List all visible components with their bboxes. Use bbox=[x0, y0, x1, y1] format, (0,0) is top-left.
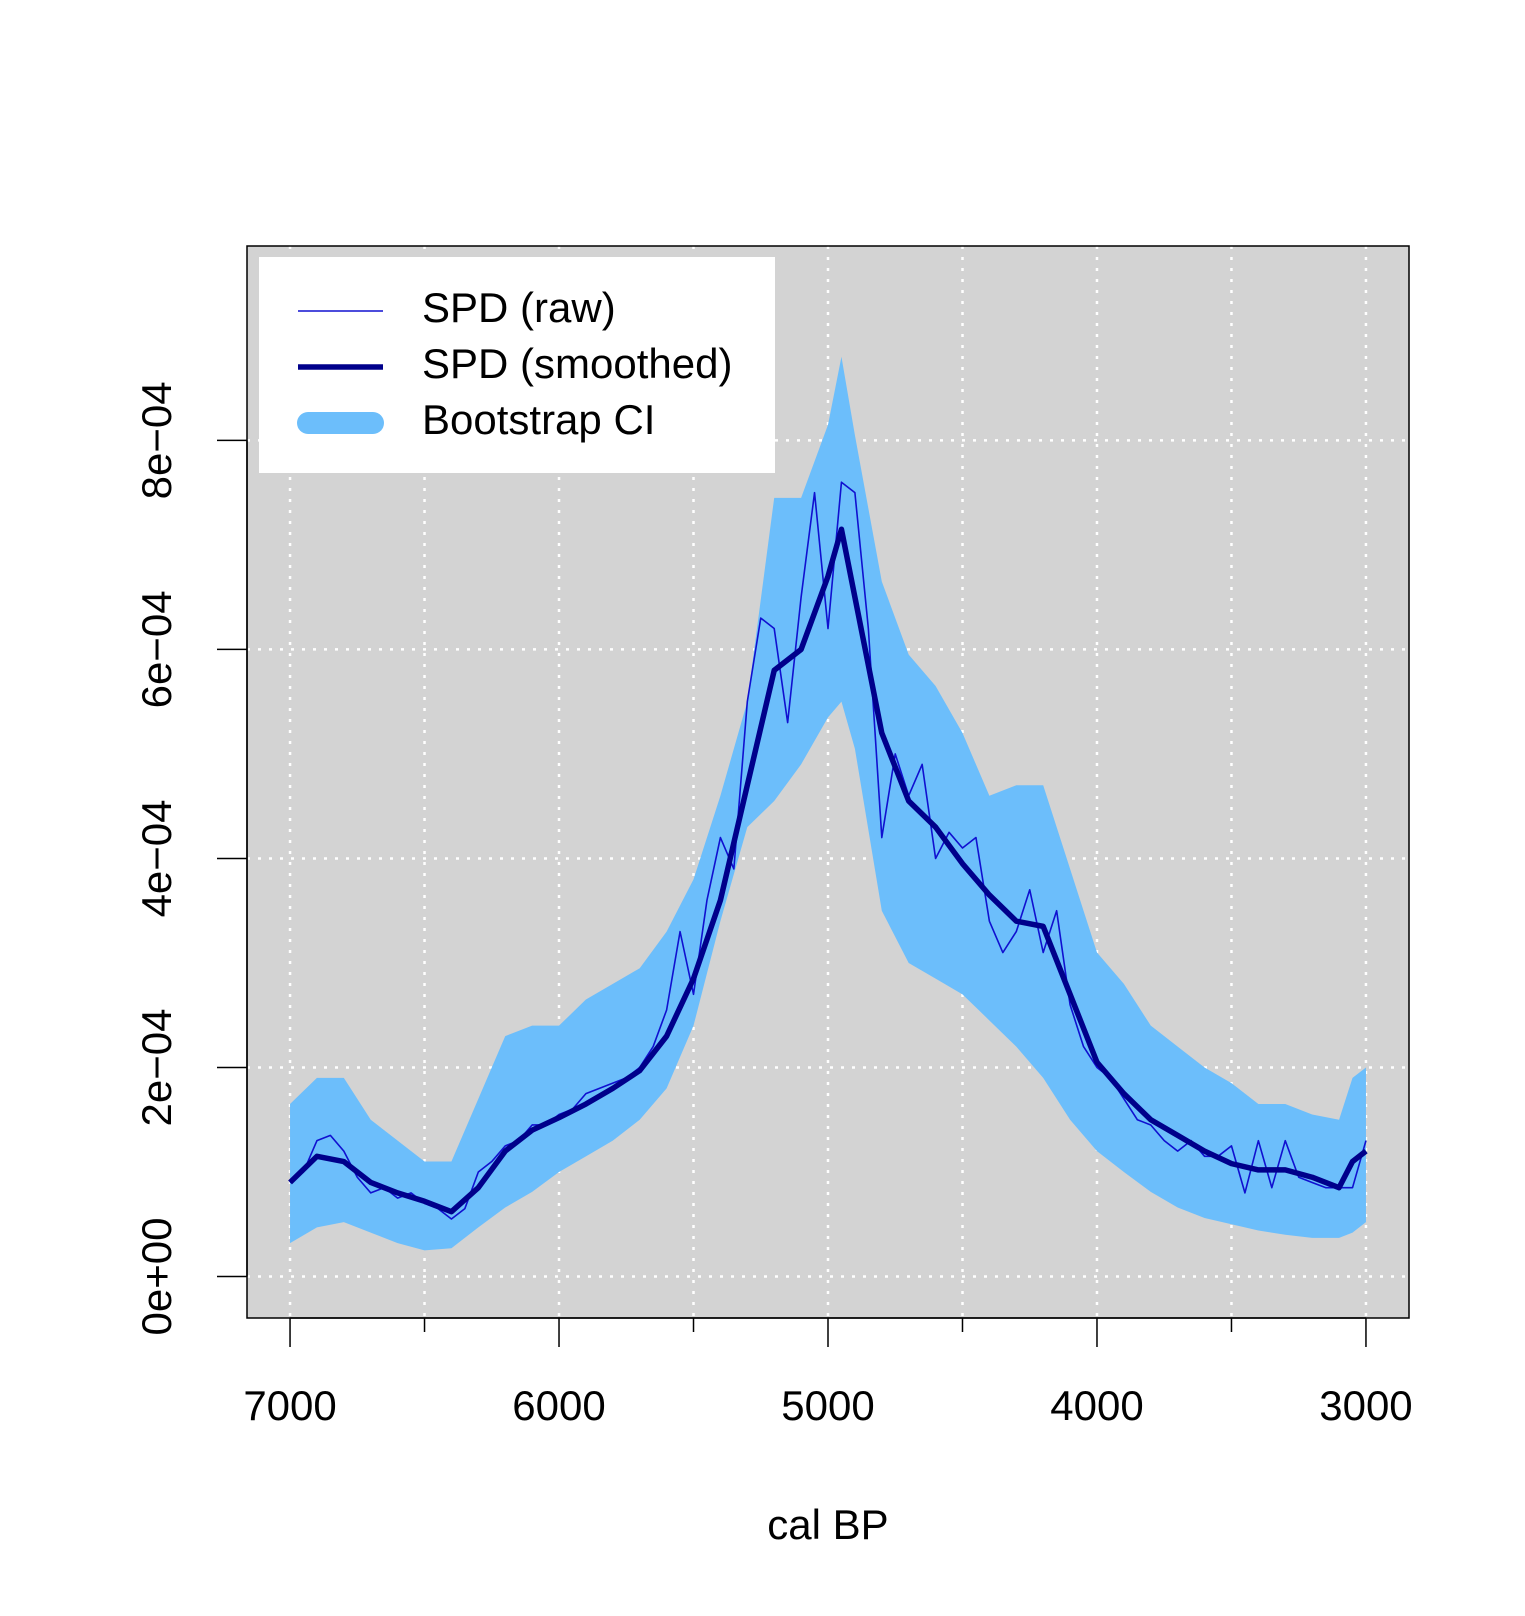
y-tick-label: 6e−04 bbox=[133, 590, 180, 708]
y-tick-label: 2e−04 bbox=[133, 1008, 180, 1126]
ci-band bbox=[290, 356, 1366, 1251]
x-tick-label: 7000 bbox=[243, 1382, 336, 1429]
legend: SPD (raw) SPD (smoothed) Bootstrap CI bbox=[259, 257, 775, 473]
x-tick-label: 6000 bbox=[512, 1382, 605, 1429]
y-tick-label: 0e+00 bbox=[133, 1218, 180, 1336]
legend-label: SPD (smoothed) bbox=[422, 340, 732, 387]
y-tick-label: 4e−04 bbox=[133, 799, 180, 917]
smoothed-line bbox=[288, 526, 1368, 1215]
x-axis-label: cal BP bbox=[767, 1501, 888, 1548]
legend-label: Bootstrap CI bbox=[422, 396, 655, 443]
legend-label: SPD (raw) bbox=[422, 284, 616, 331]
x-tick-label: 4000 bbox=[1050, 1382, 1143, 1429]
x-tick-label: 3000 bbox=[1319, 1382, 1412, 1429]
x-tick-label: 5000 bbox=[781, 1382, 874, 1429]
y-tick-label: 8e−04 bbox=[133, 381, 180, 499]
